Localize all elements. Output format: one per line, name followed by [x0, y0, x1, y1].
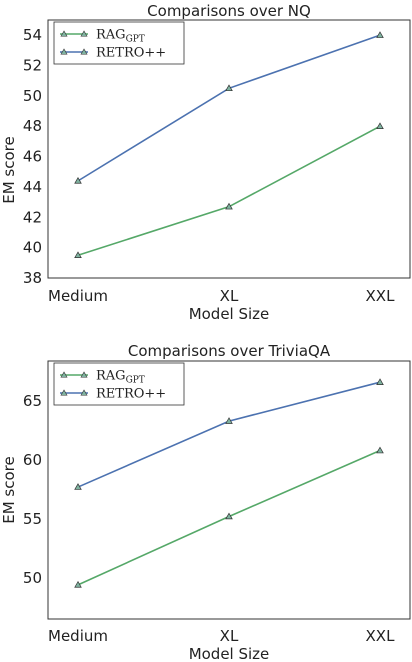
x-tick-label: Medium [48, 627, 108, 645]
legend-marker [80, 30, 88, 37]
data-point-marker [376, 446, 384, 454]
x-tick-label: XL [220, 287, 239, 305]
x-tick-label: XXL [366, 287, 396, 305]
triviaqa-chart-panel: Comparisons over TriviaQA EM score Model… [0, 342, 411, 662]
data-point-marker [225, 417, 233, 424]
legend-label: RETRO++ [96, 387, 166, 402]
y-tick-label: 42 [23, 208, 42, 226]
plot-frame [47, 360, 411, 620]
chart-title: Comparisons over NQ [147, 2, 311, 20]
legend-marker [80, 48, 88, 55]
x-tick-label: XXL [366, 627, 396, 645]
x-axis-label: Model Size [189, 305, 270, 323]
legend-marker [60, 371, 68, 378]
legend-marker [60, 30, 68, 37]
y-tick-label: 40 [23, 239, 42, 257]
data-point-marker [376, 378, 384, 385]
y-tick-label: 50 [23, 569, 42, 587]
y-tick-label: 54 [23, 26, 42, 44]
y-tick-label: 50 [23, 87, 42, 105]
y-axis-label: EM score [0, 136, 18, 204]
data-point-marker [376, 122, 384, 129]
data-point-marker [225, 84, 233, 92]
x-tick-label: XL [220, 627, 239, 645]
y-tick-label: 46 [23, 148, 42, 166]
x-tick-label: Medium [48, 287, 108, 305]
series-line [77, 125, 381, 256]
chart-title: Comparisons over TriviaQA [128, 342, 331, 360]
nq-chart-panel: Comparisons over NQ EM score Model Size … [0, 2, 411, 323]
data-point-marker [376, 31, 384, 38]
y-tick-label: 52 [23, 57, 42, 75]
series-layer [74, 378, 384, 588]
x-axis-label: Model Size [189, 645, 270, 662]
legend-marker [80, 389, 88, 396]
legend-marker [60, 48, 68, 55]
tick-labels: 50 55 60 65 Medium XL XXL [23, 392, 395, 645]
tick-labels: 38 40 42 44 46 48 50 52 54 Medium XL XXL [23, 26, 395, 305]
legend-label-subscript: GPT [126, 35, 145, 45]
y-tick-label: 44 [23, 178, 42, 196]
data-point-marker [74, 176, 82, 184]
legend-label-subscript: GPT [126, 376, 145, 386]
data-point-marker [225, 512, 233, 520]
plot-frame [47, 19, 411, 279]
data-point-marker [74, 251, 82, 258]
y-tick-label: 38 [23, 269, 42, 287]
y-tick-label: 55 [23, 510, 42, 528]
y-axis-label: EM score [0, 456, 18, 524]
legend-marker [80, 371, 88, 378]
data-point-marker [225, 202, 233, 210]
series-layer [74, 31, 384, 258]
legend-box [53, 21, 185, 65]
y-tick-label: 48 [23, 117, 42, 135]
y-tick-label: 65 [23, 392, 42, 410]
legend-label: RETRO++ [96, 46, 166, 61]
legend-box [53, 362, 185, 406]
y-tick-label: 60 [23, 451, 42, 469]
data-point-marker [74, 580, 82, 588]
legend-marker [60, 389, 68, 396]
data-point-marker [74, 483, 82, 490]
